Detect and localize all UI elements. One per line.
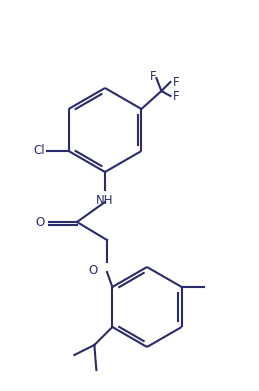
Text: O: O <box>36 217 45 230</box>
Text: O: O <box>88 264 98 277</box>
Text: F: F <box>173 90 180 104</box>
Text: F: F <box>173 77 180 90</box>
Text: Cl: Cl <box>33 145 45 158</box>
Text: F: F <box>150 70 157 83</box>
Text: NH: NH <box>96 194 114 207</box>
